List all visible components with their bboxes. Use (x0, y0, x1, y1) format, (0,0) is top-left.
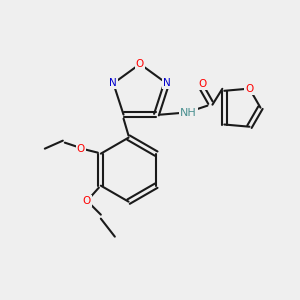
Text: O: O (136, 59, 144, 69)
Text: O: O (198, 79, 207, 89)
Text: N: N (110, 78, 117, 88)
Text: N: N (163, 78, 170, 88)
Text: O: O (77, 144, 85, 154)
Text: NH: NH (180, 108, 197, 118)
Text: O: O (83, 196, 91, 206)
Text: O: O (245, 84, 253, 94)
